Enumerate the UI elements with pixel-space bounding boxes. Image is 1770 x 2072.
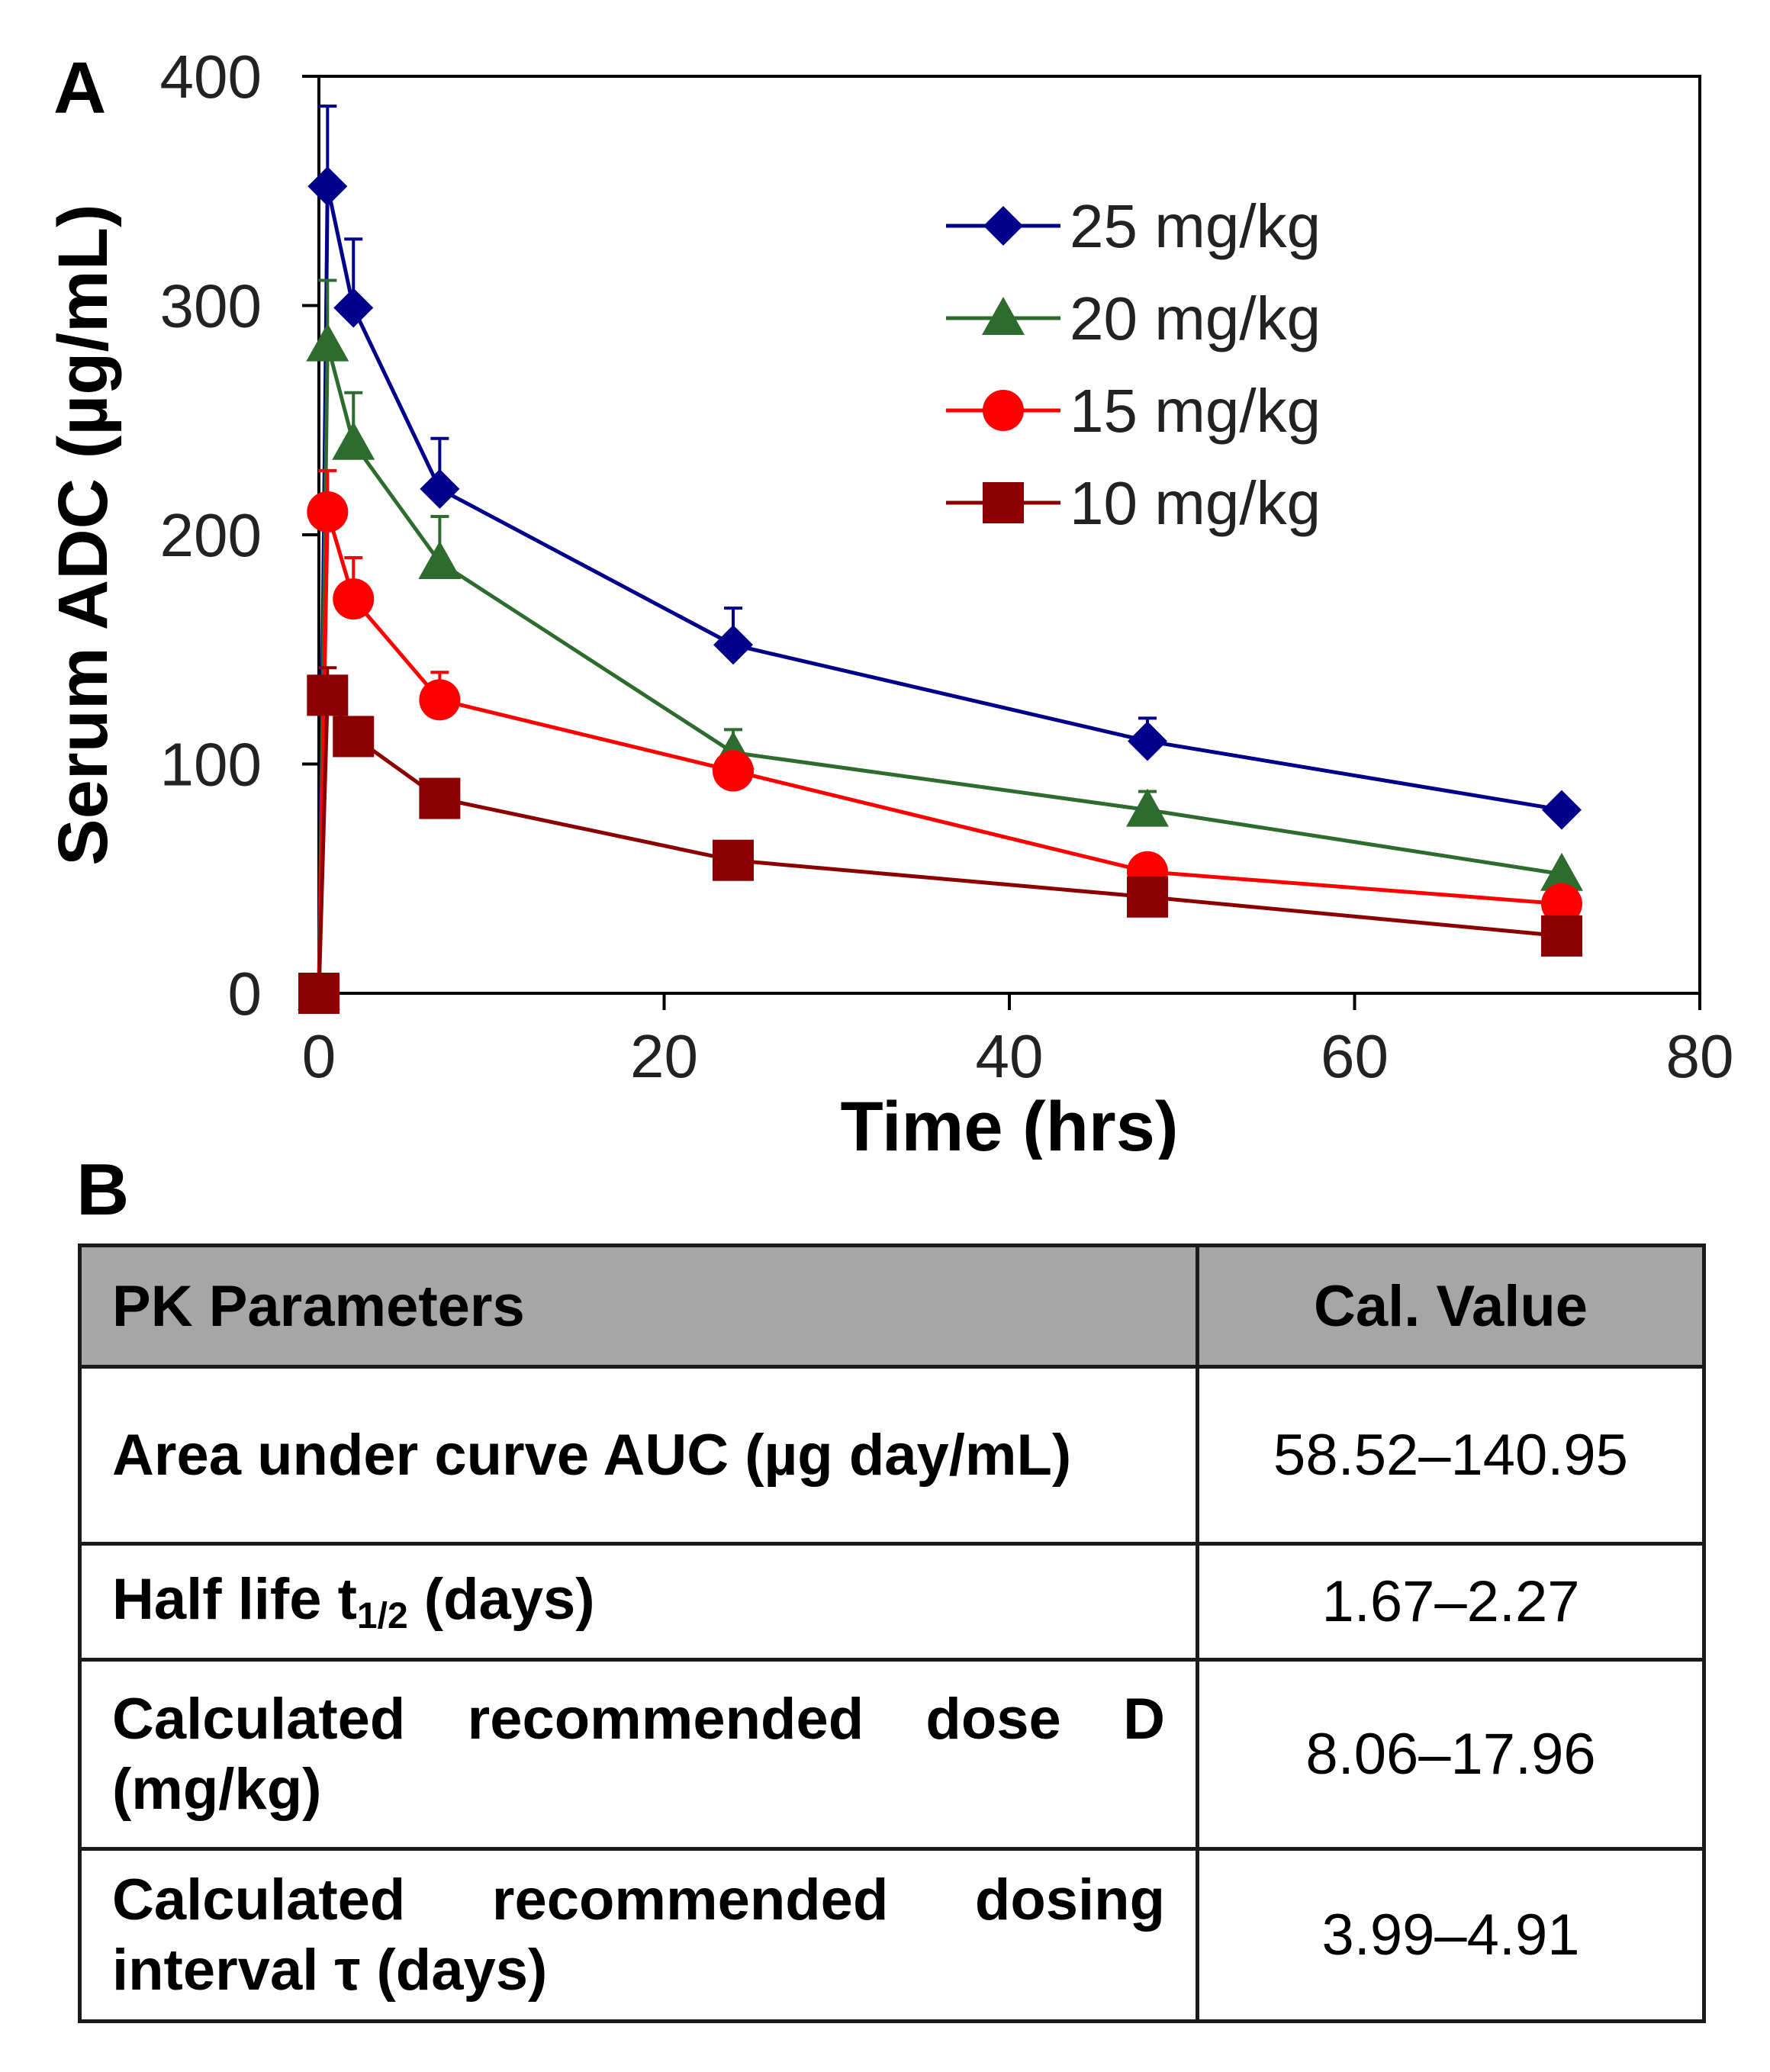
param-cell-dose: Calculated recommended dose D (mg/kg) (78, 1658, 1199, 1851)
data-point (307, 166, 348, 207)
x-tick-label: 80 (1666, 1022, 1734, 1090)
half-life-label: Half life t (112, 1567, 357, 1633)
param-cell-half-life: Half life t1/2 (days) (78, 1542, 1199, 1662)
y-tick-label: 0 (228, 960, 262, 1028)
legend-marker (983, 390, 1024, 431)
data-point (1542, 790, 1582, 830)
panel-a-label: A (53, 47, 107, 129)
table-row: Calculated recommended dose D (mg/kg) 8.… (78, 1658, 1706, 1851)
data-point (1541, 915, 1582, 957)
half-life-unit: (days) (407, 1567, 595, 1633)
legend-entry: 15 mg/kg (946, 377, 1321, 445)
value-cell-half-life: 1.67–2.27 (1196, 1542, 1706, 1662)
legend-entry: 10 mg/kg (946, 469, 1321, 537)
table-row: Area under curve AUC (µg day/mL) 58.52–1… (78, 1365, 1706, 1546)
y-axis-title: Serum ADC (µg/mL) (44, 204, 122, 865)
y-tick-label: 300 (160, 272, 262, 340)
data-point (713, 625, 753, 665)
series-line (317, 511, 1562, 994)
header-pk-parameters: PK Parameters (78, 1244, 1199, 1369)
data-point (307, 491, 349, 532)
table-row: Calculated recommended dosing interval τ… (78, 1847, 1706, 2023)
legend-label: 20 mg/kg (1070, 285, 1321, 352)
series-square (298, 666, 1582, 1014)
param-cell-dosing-interval: Calculated recommended dosing interval τ… (78, 1847, 1199, 2023)
value-cell-dose: 8.06–17.96 (1196, 1658, 1706, 1851)
data-point (1128, 721, 1167, 761)
data-point (306, 323, 349, 362)
half-life-subscript: 1/2 (356, 1596, 408, 1637)
data-point (713, 839, 754, 881)
legend-entry: 25 mg/kg (946, 192, 1321, 260)
table-row: Half life t1/2 (days) 1.67–2.27 (78, 1542, 1706, 1662)
legend-label: 25 mg/kg (1070, 192, 1321, 260)
data-point (1541, 883, 1582, 925)
legend-marker (983, 482, 1024, 523)
data-point (420, 468, 460, 509)
y-tick-label: 100 (160, 731, 262, 799)
x-tick-label: 20 (630, 1022, 698, 1090)
panel-b-label: B (76, 1149, 130, 1231)
data-point (307, 674, 349, 716)
series-line (317, 343, 1562, 994)
data-point (713, 750, 754, 792)
data-point (1540, 852, 1583, 891)
data-point (419, 679, 461, 721)
data-point (333, 716, 375, 758)
data-point (1127, 876, 1168, 918)
x-tick-label: 40 (976, 1022, 1044, 1090)
pk-parameters-table: PK Parameters Cal. Value Area under curv… (78, 1244, 1706, 2023)
data-point (333, 578, 375, 620)
data-point (1126, 788, 1169, 827)
data-point (332, 421, 375, 460)
legend-label: 10 mg/kg (1070, 469, 1321, 537)
x-axis-title: Time (hrs) (840, 1088, 1178, 1160)
value-cell-dosing-interval: 3.99–4.91 (1196, 1847, 1706, 2023)
legend: 25 mg/kg 20 mg/kg 15 mg/kg 10 mg/kg (946, 192, 1321, 537)
axes-layer: 0 20 40 60 80 0 100 200 300 400 Time (hrs) Serum AD… (44, 43, 1733, 1160)
data-point (333, 288, 374, 328)
header-cal-value: Cal. Value (1196, 1244, 1706, 1369)
serum-adc-chart: 0 20 40 60 80 0 100 200 300 400 Time (hrs) Serum AD… (44, 43, 1733, 1160)
legend-marker (982, 297, 1025, 335)
series-circle (298, 468, 1582, 1014)
value-cell-auc: 58.52–140.95 (1196, 1365, 1706, 1546)
series-line (317, 185, 1562, 994)
x-tick-label: 0 (302, 1022, 336, 1090)
data-point (418, 541, 462, 580)
legend-entry: 20 mg/kg (946, 285, 1321, 352)
y-tick-label: 200 (160, 501, 262, 569)
param-cell-auc: Area under curve AUC (µg day/mL) (78, 1365, 1199, 1546)
legend-marker (983, 206, 1023, 246)
y-tick-label: 400 (160, 43, 262, 111)
data-point (419, 777, 461, 819)
data-point (298, 973, 340, 1014)
legend-label: 15 mg/kg (1070, 377, 1321, 445)
x-tick-label: 60 (1321, 1022, 1389, 1090)
table-header-row: PK Parameters Cal. Value (78, 1244, 1706, 1369)
series-layer (298, 105, 1583, 1014)
series-triangle (298, 278, 1583, 1010)
